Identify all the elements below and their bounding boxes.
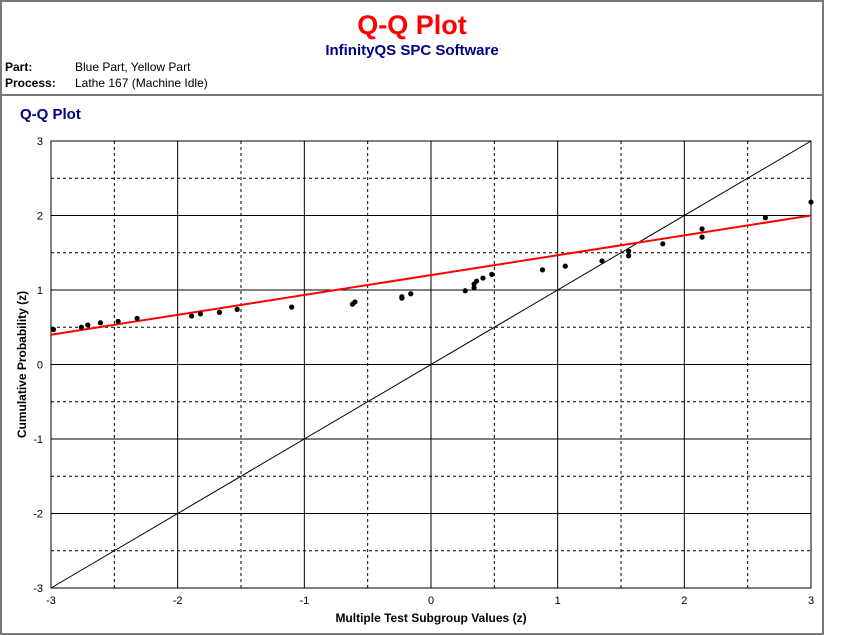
data-point bbox=[699, 234, 705, 240]
reference-line bbox=[50, 140, 812, 589]
data-point bbox=[289, 304, 295, 310]
data-point bbox=[399, 294, 405, 300]
chart-title: Q-Q Plot bbox=[20, 106, 81, 123]
x-tick-label: -3 bbox=[46, 595, 56, 607]
part-label: Part: bbox=[5, 60, 33, 74]
data-point bbox=[197, 311, 204, 317]
data-point bbox=[808, 199, 814, 205]
data-point bbox=[762, 215, 769, 221]
data-point bbox=[462, 288, 468, 294]
report-header: Q-Q Plot InfinityQS SPC Software Part: B… bbox=[2, 2, 822, 96]
data-point bbox=[115, 318, 121, 324]
y-tick-label: 3 bbox=[37, 136, 43, 148]
data-point bbox=[85, 322, 91, 328]
data-point bbox=[352, 299, 358, 305]
process-label: Process: bbox=[5, 76, 56, 90]
y-axis-label: Cumulative Probability (z) bbox=[15, 291, 29, 438]
y-tick-label: 2 bbox=[37, 211, 43, 223]
x-tick-label: -2 bbox=[173, 595, 183, 607]
data-point bbox=[50, 326, 57, 333]
data-point bbox=[539, 267, 546, 273]
y-tick-label: -3 bbox=[33, 583, 43, 595]
data-point bbox=[699, 226, 705, 232]
x-tick-label: 3 bbox=[808, 595, 814, 607]
data-point bbox=[626, 248, 632, 254]
x-axis-label: Multiple Test Subgroup Values (z) bbox=[335, 611, 526, 625]
data-point bbox=[97, 320, 103, 326]
data-point bbox=[189, 313, 195, 319]
report-title: Q-Q Plot bbox=[357, 10, 467, 40]
data-point bbox=[408, 291, 414, 297]
x-tick-label: -1 bbox=[299, 595, 309, 607]
data-point bbox=[626, 253, 632, 259]
plot-frame bbox=[50, 140, 812, 589]
fit-line bbox=[50, 214, 812, 336]
data-point bbox=[660, 241, 666, 247]
process-value: Lathe 167 (Machine Idle) bbox=[75, 76, 208, 90]
x-tick-label: 0 bbox=[428, 595, 434, 607]
data-point bbox=[471, 285, 477, 291]
data-point bbox=[216, 309, 223, 315]
data-point bbox=[474, 278, 480, 284]
y-tick-label: 0 bbox=[37, 360, 43, 372]
x-tick-label: 1 bbox=[555, 595, 561, 607]
data-point bbox=[234, 306, 240, 312]
data-point bbox=[599, 258, 605, 264]
data-point bbox=[489, 271, 495, 277]
report-subtitle: InfinityQS SPC Software bbox=[325, 42, 499, 59]
data-point bbox=[134, 315, 140, 321]
y-tick-label: -1 bbox=[33, 434, 43, 446]
y-tick-label: 1 bbox=[37, 285, 43, 297]
data-point bbox=[480, 275, 486, 281]
y-tick-label: -2 bbox=[33, 509, 43, 521]
data-point bbox=[78, 324, 84, 330]
part-value: Blue Part, Yellow Part bbox=[75, 60, 191, 74]
x-tick-label: 2 bbox=[681, 595, 687, 607]
data-point bbox=[562, 263, 568, 269]
